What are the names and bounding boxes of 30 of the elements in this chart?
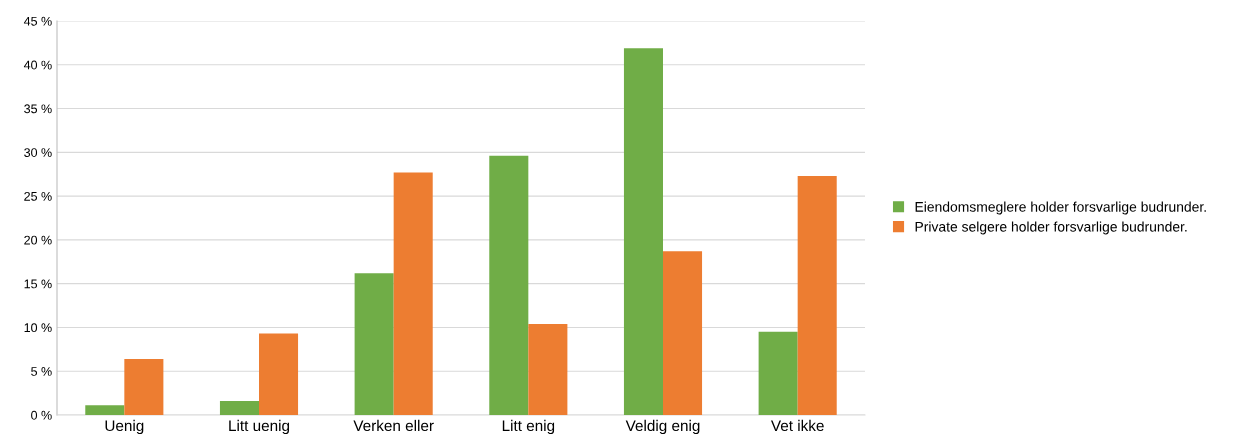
bar — [489, 155, 529, 415]
bar — [758, 331, 798, 415]
bar — [85, 405, 125, 415]
x-tick-label: Veldig enig — [625, 419, 700, 435]
y-tick-label: 0 % — [31, 410, 52, 420]
y-tick-label: 45 % — [23, 16, 52, 26]
x-tick-label: Vet ikke — [770, 419, 824, 432]
y-tick-label: 10 % — [24, 323, 52, 333]
bar — [528, 323, 568, 415]
x-tick-label: Litt enig — [502, 419, 555, 435]
y-tick-label: 5 % — [31, 367, 52, 376]
bar — [124, 358, 164, 415]
bar — [354, 273, 394, 415]
legend-label: Eiendomsmeglere holder forsvarlige budrunder. — [915, 201, 1206, 215]
y-tick-label: 40 % — [23, 60, 52, 70]
x-tick-label: Litt uenig — [229, 419, 290, 435]
x-tick-label: Verken eller — [353, 419, 434, 432]
bar — [623, 48, 663, 415]
y-tick-label: 20 % — [24, 235, 52, 245]
y-tick-label: 30 % — [24, 148, 52, 157]
bar — [663, 251, 703, 415]
bar — [797, 175, 837, 415]
bar — [393, 172, 433, 415]
y-tick-label: 35 % — [24, 104, 52, 114]
legend-label: Private selgere holder forsvarlige budrunder. — [915, 221, 1187, 235]
y-tick-label: 25 % — [24, 191, 52, 201]
x-tick-label: Uenig — [105, 419, 144, 435]
bar — [259, 333, 299, 415]
y-tick-label: 15 % — [24, 279, 52, 289]
bar — [219, 400, 259, 415]
